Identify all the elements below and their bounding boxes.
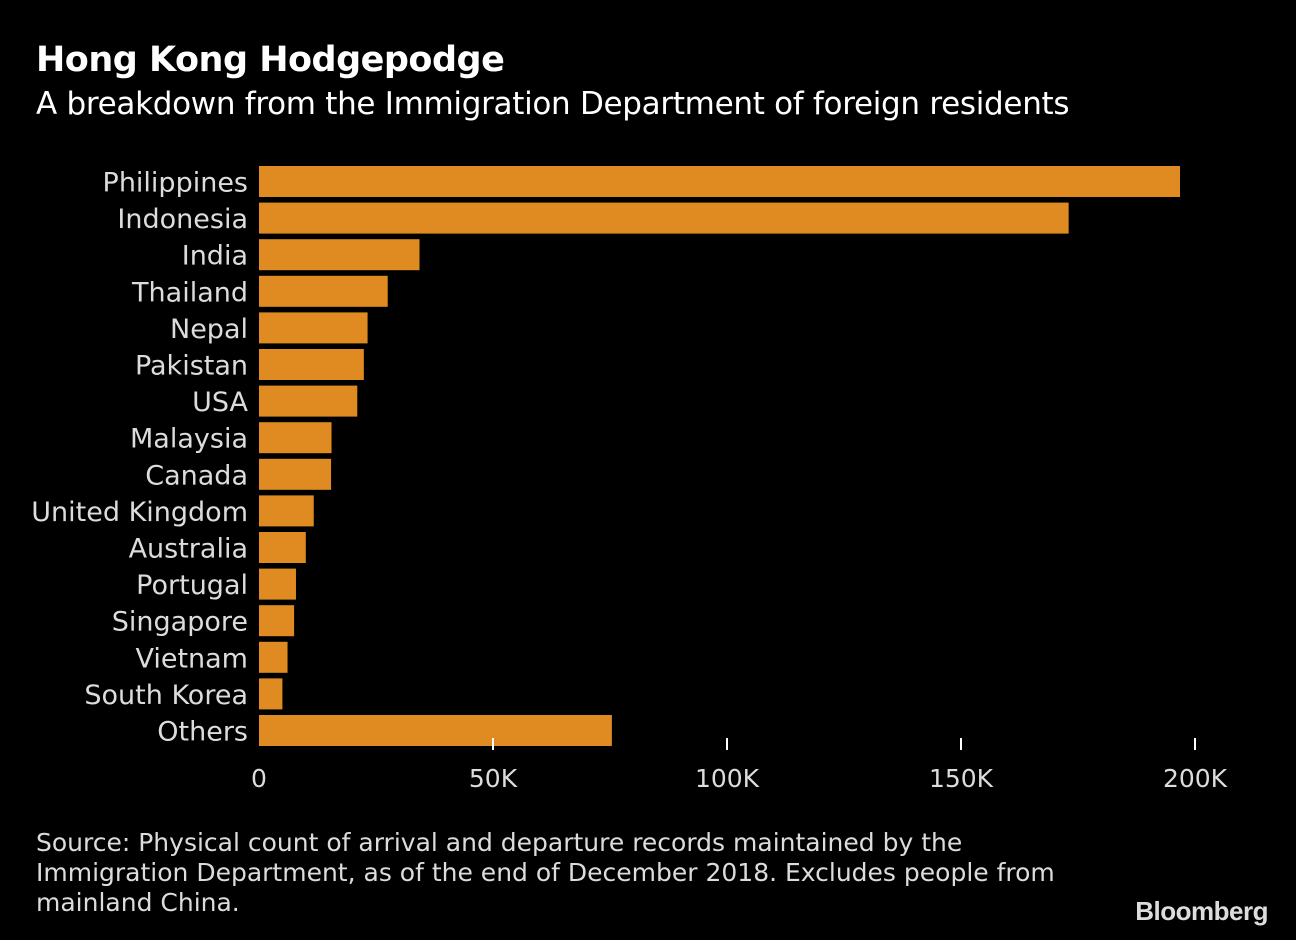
x-tick-label: 50K [469, 764, 518, 793]
category-label: Thailand [131, 277, 248, 308]
chart-title: Hong Kong Hodgepodge [36, 40, 505, 80]
bar-chart: Philippines Indonesia India Thailand Nepal Pa… [31, 166, 1228, 793]
bar-united-kingdom [259, 495, 314, 527]
bar-south-korea [259, 678, 283, 710]
category-label: Vietnam [135, 643, 248, 674]
category-label: Malaysia [130, 424, 248, 455]
category-label: USA [192, 387, 248, 418]
category-label: Canada [145, 460, 248, 491]
bar-usa [259, 385, 358, 417]
x-tick-label: 100K [695, 764, 760, 793]
category-label: Nepal [170, 314, 248, 345]
bar-thailand [259, 275, 388, 307]
bar-vietnam [259, 641, 288, 673]
category-label: Australia [129, 534, 248, 565]
category-label: Singapore [112, 607, 248, 638]
category-label: Philippines [103, 168, 248, 199]
category-label: Portugal [136, 570, 248, 601]
category-label: Indonesia [117, 204, 248, 235]
bloomberg-logo: Bloomberg [1135, 896, 1268, 926]
bar-philippines [259, 166, 1181, 197]
category-label: South Korea [84, 680, 248, 711]
category-label: United Kingdom [31, 497, 248, 528]
bar-nepal [259, 312, 368, 344]
category-label: India [182, 241, 248, 272]
bar-portugal [259, 568, 296, 600]
category-label: Pakistan [135, 351, 248, 382]
bar-others [259, 715, 612, 746]
x-tick-label: 150K [929, 764, 994, 793]
x-tick-label: 200K [1163, 764, 1228, 793]
bar-canada [259, 458, 332, 490]
bar-india [259, 239, 420, 271]
bar-indonesia [259, 202, 1069, 234]
x-tick-label: 0 [251, 764, 267, 793]
bar-malaysia [259, 422, 332, 454]
category-label: Others [157, 717, 248, 748]
bar-australia [259, 532, 306, 563]
bar-singapore [259, 605, 295, 637]
source-note: Source: Physical count of arrival and de… [36, 828, 1055, 917]
bar-pakistan [259, 349, 364, 380]
chart-subtitle: A breakdown from the Immigration Departm… [36, 86, 1070, 122]
